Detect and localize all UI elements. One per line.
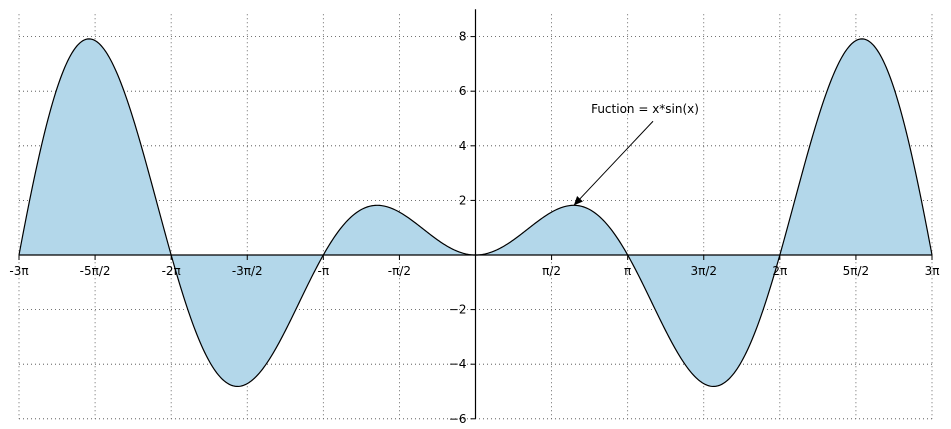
annotation-label: Fuction = x*sin(x) xyxy=(591,102,699,116)
x-tick-label: -3π/2 xyxy=(232,264,263,278)
x-tick-label: π/2 xyxy=(542,264,561,278)
y-tick-label: −6 xyxy=(449,412,467,426)
x-tick-label: π xyxy=(624,264,631,278)
y-tick-label: −2 xyxy=(449,303,467,317)
x-tick-label: -2π xyxy=(162,264,181,278)
area-fill xyxy=(19,38,932,387)
x-tick-label: 2π xyxy=(772,264,787,278)
x-tick-label: -3π xyxy=(9,264,28,278)
tick-labels: -3π -5π/2 -2π -3π/2 -π -π/2 π/2 π 3π/2 2π 5π/2 3π −6… xyxy=(9,30,939,426)
annotation: Fuction = x*sin(x) xyxy=(573,102,699,206)
y-tick-label: 8 xyxy=(459,30,467,44)
annotation-arrow xyxy=(573,120,654,206)
x-tick-label: -π xyxy=(318,264,330,278)
x-tick-label: 3π xyxy=(925,264,940,278)
x-tick-label: -π/2 xyxy=(388,264,411,278)
y-tick-label: 2 xyxy=(459,193,467,207)
x-tick-label: 3π/2 xyxy=(690,264,717,278)
y-tick-label: 6 xyxy=(459,84,467,98)
y-tick-label: 4 xyxy=(459,139,467,153)
x-tick-label: -5π/2 xyxy=(80,264,111,278)
y-tick-label: −4 xyxy=(449,357,467,371)
x-tick-label: 5π/2 xyxy=(843,264,870,278)
annotation-arrowhead xyxy=(573,196,583,206)
